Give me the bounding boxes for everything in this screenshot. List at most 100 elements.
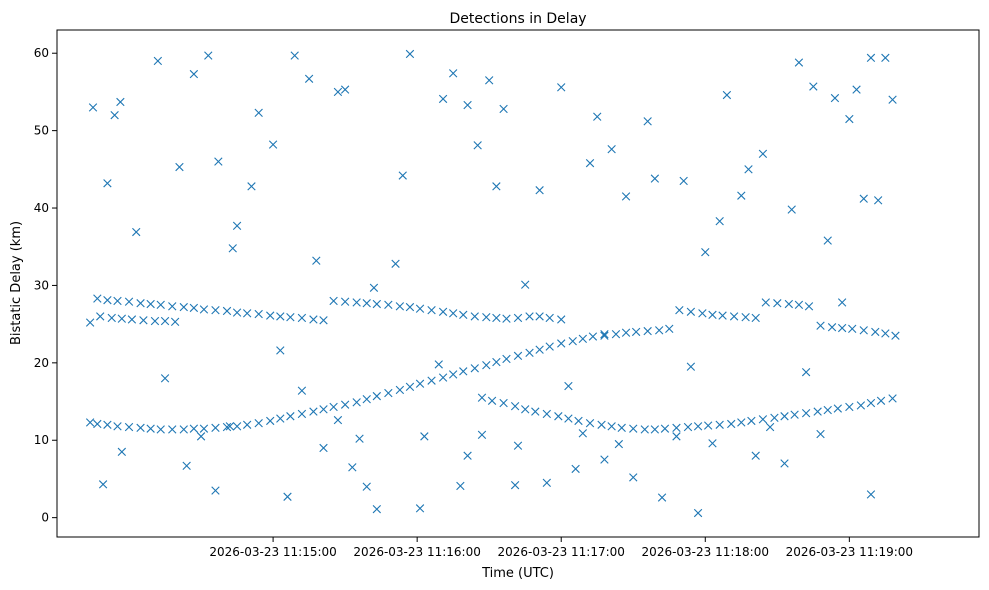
data-point-marker [85, 418, 95, 427]
data-point-marker [578, 429, 588, 438]
data-point-marker [372, 504, 382, 514]
data-point-marker [348, 463, 357, 472]
x-tick-label: 2026-03-23 11:15:00 [209, 545, 336, 559]
data-point-marker [160, 374, 170, 383]
data-point-marker [545, 342, 554, 351]
data-point-marker [329, 296, 338, 306]
data-point-marker [525, 348, 534, 357]
plot-area [56, 29, 980, 538]
data-point-marker [276, 414, 285, 423]
data-point-marker [804, 302, 814, 311]
data-point-marker [254, 309, 263, 319]
data-point-marker [499, 104, 508, 114]
data-point-marker [617, 423, 626, 433]
data-point-marker [482, 360, 491, 370]
data-point-marker [268, 140, 278, 149]
x-tick-label: 2026-03-23 11:18:00 [642, 545, 769, 559]
data-point-marker [242, 420, 252, 429]
data-point-marker [703, 421, 713, 430]
data-point-marker [744, 165, 753, 174]
data-point-marker [473, 141, 482, 150]
data-point-marker [199, 424, 209, 433]
data-point-marker [535, 312, 544, 321]
data-point-marker [124, 297, 134, 306]
data-point-marker [859, 326, 868, 335]
data-point-marker [770, 413, 779, 422]
data-point-marker [813, 407, 822, 416]
data-point-marker [297, 386, 307, 395]
data-point-marker [686, 362, 696, 371]
data-point-marker [578, 334, 588, 344]
data-point-marker [614, 439, 624, 449]
data-point-marker [434, 360, 443, 369]
data-point-marker [823, 405, 832, 415]
data-point-marker [881, 329, 890, 338]
data-point-marker [510, 401, 520, 411]
chart-title: Detections in Delay [449, 11, 586, 27]
data-point-marker [876, 396, 886, 405]
data-point-marker [117, 447, 127, 457]
data-point-marker [179, 302, 188, 312]
data-point-marker [830, 93, 840, 103]
data-point-marker [675, 306, 684, 315]
data-point-marker [794, 58, 804, 67]
data-point-marker [333, 87, 343, 97]
data-point-marker [564, 414, 573, 423]
data-point-marker [222, 422, 232, 432]
y-tick-label: 20 [34, 356, 49, 370]
data-point-marker [319, 316, 328, 325]
data-point-marker [405, 302, 415, 312]
data-point-marker [794, 300, 804, 309]
data-point-marker [225, 422, 235, 431]
data-point-marker [611, 330, 621, 339]
data-point-marker [189, 69, 199, 79]
data-point-marker [708, 439, 717, 448]
data-point-marker [492, 313, 501, 323]
data-point-marker [693, 422, 703, 431]
data-point-marker [124, 422, 134, 432]
data-point-marker [182, 461, 191, 470]
data-point-marker [153, 56, 163, 66]
data-point-marker [790, 410, 799, 419]
data-point-marker [761, 298, 770, 307]
data-point-marker [211, 423, 220, 433]
data-point-marker [823, 236, 832, 245]
data-point-marker [557, 339, 566, 348]
data-point-marker [103, 179, 112, 188]
data-point-marker [482, 312, 491, 322]
data-point-marker [168, 425, 177, 434]
data-point-marker [545, 313, 554, 323]
data-point-marker [780, 412, 789, 421]
data-point-marker [758, 149, 768, 159]
data-point-marker [93, 294, 102, 303]
data-point-marker [103, 420, 112, 429]
x-axis: 2026-03-23 11:15:00 2026-03-23 11:16:00 20… [209, 537, 913, 559]
data-point-marker [329, 402, 338, 412]
data-point-marker [827, 323, 837, 332]
data-point-marker [146, 299, 155, 309]
data-point-marker [780, 459, 789, 468]
data-point-marker [574, 416, 583, 426]
data-point-marker [848, 324, 857, 333]
data-point-marker [722, 90, 732, 100]
x-tick-label: 2026-03-23 11:19:00 [786, 545, 913, 559]
data-point-marker [715, 420, 724, 429]
data-point-marker [276, 346, 285, 355]
data-point-marker [600, 455, 609, 464]
data-point-marker [502, 354, 511, 364]
data-point-marker [571, 464, 580, 474]
data-point-marker [297, 409, 307, 419]
data-point-marker [588, 332, 598, 341]
data-point-marker [833, 404, 843, 413]
data-point-marker [557, 83, 566, 92]
data-point-marker [672, 432, 681, 441]
data-point-marker [487, 396, 497, 405]
data-point-marker [214, 157, 223, 166]
data-point-marker [484, 76, 494, 85]
data-point-marker [384, 300, 393, 309]
data-point-marker [513, 351, 523, 361]
data-point-marker [309, 407, 318, 416]
data-point-marker [228, 244, 237, 253]
data-point-marker [98, 480, 108, 489]
data-point-marker [85, 318, 95, 327]
